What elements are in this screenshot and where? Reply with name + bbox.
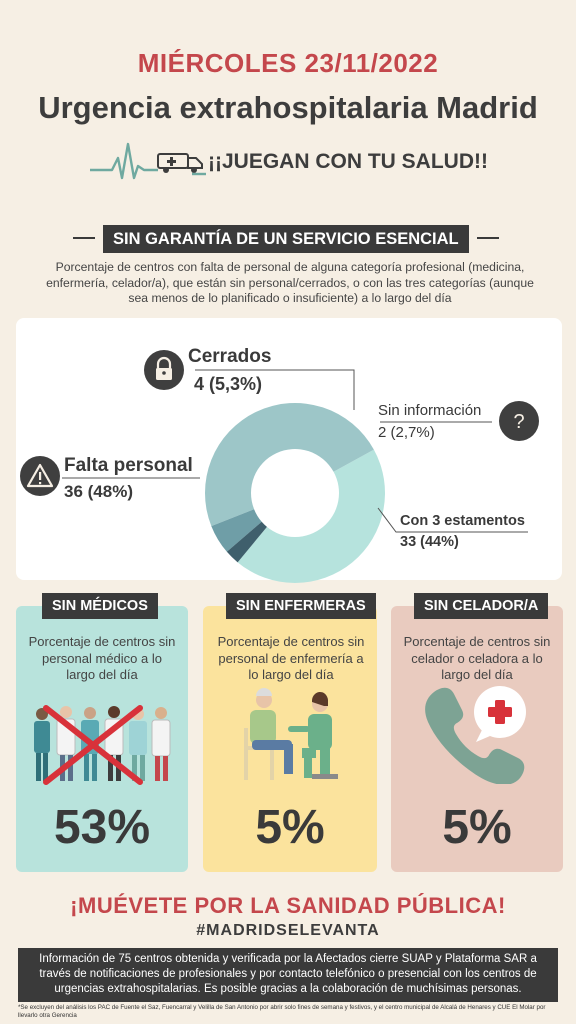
card-pct-enfermeras: 5% [255,801,325,854]
card-desc-enfermeras: Porcentaje de centros sin personal de en… [217,634,365,682]
hashtag: #MADRIDSELEVANTA [196,922,380,939]
question-icon: ? [499,401,539,441]
heartbeat-icon [90,142,206,180]
card-desc-celador: Porcentaje de centros sin celador o cela… [403,634,551,682]
cerrados-value: 4 (5,3%) [194,374,263,394]
ambulance-icon [157,153,206,176]
card-pct-celador: 5% [442,801,512,854]
date: MIÉRCOLES 23/11/2022 [137,48,439,78]
card-sin-celador [391,606,563,872]
warning-icon [20,456,60,496]
cerrados-label: Cerrados [188,346,272,367]
card-sin-enfermeras [203,606,377,872]
con3-value: 33 (44%) [400,534,459,550]
sininfo-value: 2 (2,7%) [378,424,435,441]
con3-label: Con 3 estamentos [400,513,525,529]
card-heading-celador: SIN CELADOR/A [414,593,549,619]
section-heading: SIN GARANTÍA DE UN SERVICIO ESENCIAL [73,225,499,253]
tagline: ¡¡JUEGAN CON TU SALUD!! [208,150,488,173]
card-pct-medicos: 53% [53,801,151,854]
donut-slice-con-3-estamentos [237,449,385,583]
page-title: Urgencia extrahospitalaria Madrid [38,90,538,125]
lock-icon [144,350,184,390]
card-heading-enfermeras: SIN ENFERMERAS [226,593,376,619]
sininfo-label: Sin información [378,402,482,419]
nurse-icon [244,688,338,780]
card-desc-medicos: Porcentaje de centros sin personal médic… [28,634,176,682]
phone-icon [425,686,526,784]
footnote: *Se excluyen del análisis los PAC de Fue… [18,1004,546,1019]
card-heading-medicos: SIN MÉDICOS [42,593,158,619]
info-box: Información de 75 centros obtenida y ver… [18,948,558,1002]
doctors-icon [34,705,171,785]
section-intro: Porcentaje de centros con falta de perso… [46,260,534,305]
donut-slice-falta-personal [204,402,374,527]
falta-label: Falta personal [64,455,193,476]
donut-slice-cerrados [211,509,262,552]
donut-slice-sin-información [226,521,267,563]
donut-chart [204,402,385,583]
call-to-action: ¡MUÉVETE POR LA SANIDAD PÚBLICA! [70,893,506,918]
falta-value: 36 (48%) [64,482,133,501]
svg-text:?: ? [513,411,524,433]
